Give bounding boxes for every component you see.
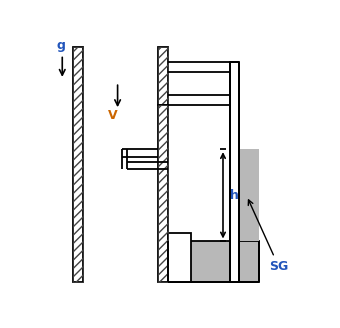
Bar [158, 105, 168, 282]
Text: g: g [57, 39, 66, 52]
Bar [73, 47, 83, 282]
Bar [168, 233, 191, 282]
Bar [230, 62, 239, 282]
Bar [73, 47, 83, 282]
Bar [168, 241, 258, 282]
Text: h: h [230, 189, 238, 202]
Bar [158, 47, 168, 105]
Text: V: V [108, 109, 118, 122]
Text: SG: SG [248, 200, 288, 273]
Bar [158, 105, 168, 282]
Bar [158, 47, 168, 105]
Bar [239, 149, 258, 241]
